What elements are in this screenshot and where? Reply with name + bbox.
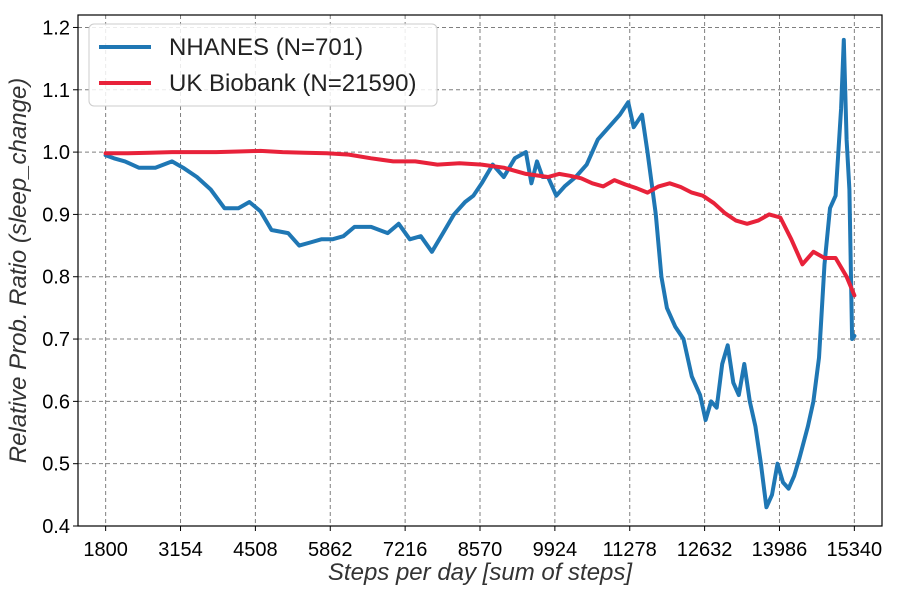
series-line-nhanes	[103, 37, 857, 510]
x-tick-label: 15340	[827, 539, 883, 561]
y-tick-label: 0.8	[42, 267, 70, 289]
x-tick-label: 11278	[603, 539, 657, 561]
x-tick-label: 13986	[752, 539, 808, 561]
x-tick-label: 8570	[458, 539, 503, 561]
legend: NHANES (N=701) UK Biobank (N=21590)	[88, 23, 438, 107]
y-tick-label: 0.7	[42, 329, 70, 351]
x-tick-labels: 1800 3154 4508 5862 7216 8570 9924 11278 12632 13…	[83, 539, 882, 561]
x-tick-label: 3154	[158, 539, 203, 561]
legend-label-uk-biobank: UK Biobank (N=21590)	[169, 70, 416, 97]
x-tick-label: 7216	[383, 539, 428, 561]
legend-label-nhanes: NHANES (N=701)	[169, 34, 363, 61]
x-axis-label: Steps per day [sum of steps]	[328, 559, 633, 586]
y-tick-label: 0.6	[42, 391, 70, 413]
y-tick-label: 1.1	[42, 80, 70, 102]
x-tick-label: 5862	[308, 539, 353, 561]
series-group	[103, 37, 857, 510]
series-line-uk-biobank	[103, 148, 857, 298]
x-tick-label: 1800	[83, 539, 128, 561]
x-tick-label: 9924	[533, 539, 578, 561]
y-tick-label: 1.0	[42, 142, 70, 164]
x-tick-label: 4508	[233, 539, 278, 561]
y-tick-label: 0.4	[42, 516, 70, 538]
y-axis-label: Relative Prob. Ratio (sleep_change)	[5, 78, 32, 464]
y-tick-label: 0.5	[42, 454, 70, 476]
y-tick-label: 1.2	[42, 17, 70, 39]
y-tick-labels: 0.4 0.5 0.6 0.7 0.8 0.9 1.0 1.1 1.2	[42, 17, 70, 538]
y-tick-label: 0.9	[42, 204, 70, 226]
tick-marks	[73, 26, 855, 531]
legend-box	[88, 23, 438, 107]
x-tick-label: 12632	[677, 539, 733, 561]
